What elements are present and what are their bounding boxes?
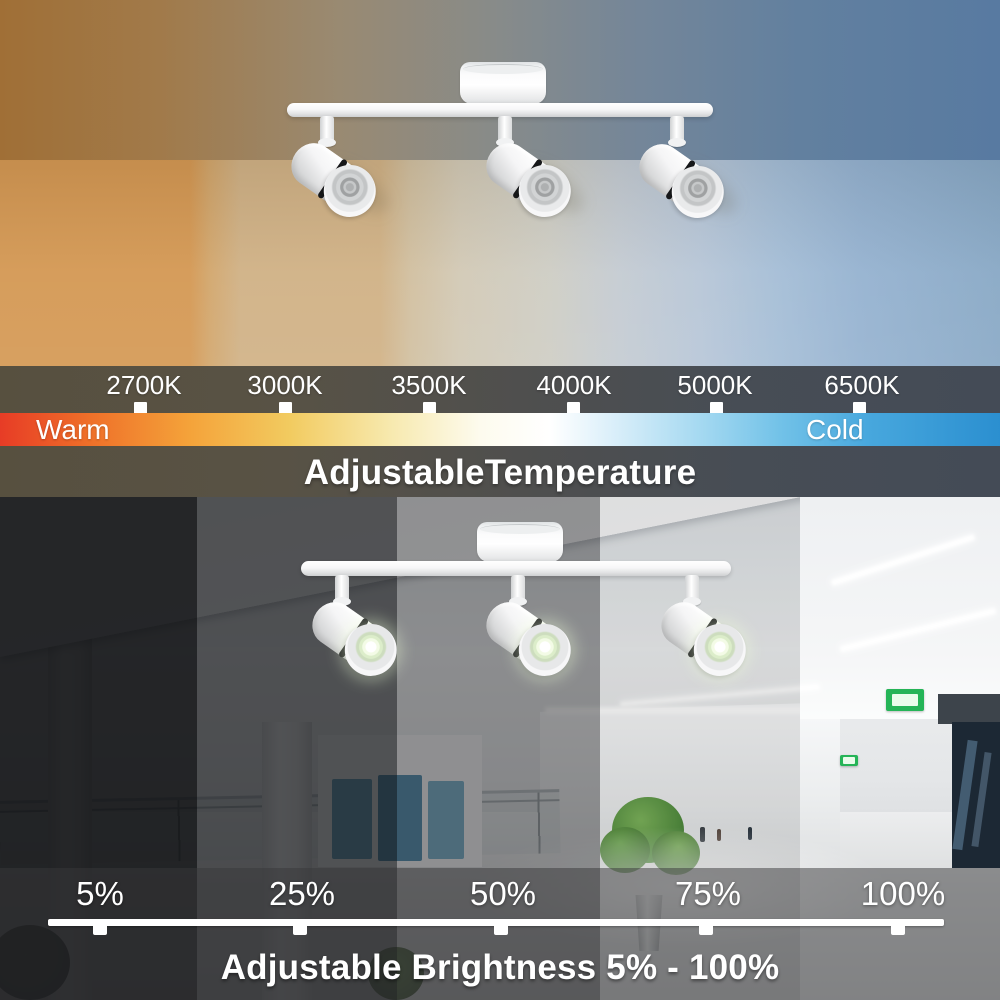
dark-ceiling-board: [938, 694, 1000, 724]
spotlight-head: [478, 594, 582, 687]
spotlight-barrel: [281, 132, 386, 228]
temp-tick-mark: [853, 402, 866, 414]
cold-label: Cold: [806, 414, 864, 445]
storefront-display: [428, 781, 464, 859]
mall-photo: [0, 497, 1000, 1000]
fixture-track-bar: [301, 561, 731, 576]
fixture-track-bar: [287, 103, 713, 117]
mall-ceiling-right: [800, 497, 1000, 719]
fixture-canopy: [477, 522, 563, 562]
spotlight-head: [283, 135, 387, 228]
temp-tick-label: 3500K: [391, 370, 467, 400]
corridor-ceiling-light: [545, 707, 835, 714]
exit-sign-icon: [840, 755, 858, 766]
temp-tick-mark: [567, 402, 580, 414]
temperature-title: AdjustableTemperature: [303, 453, 697, 492]
temp-tick-mark: [134, 402, 147, 414]
spotlight-barrel: [651, 591, 756, 687]
fixture-stem: [683, 575, 701, 606]
fixture-canopy: [460, 62, 546, 104]
brightness-title: Adjustable Brightness 5% - 100%: [220, 948, 780, 987]
brightness-tick-label: 25%: [268, 875, 336, 912]
temp-tick-label: 3000K: [247, 370, 323, 400]
brightness-scale-bar: [48, 919, 944, 926]
brightness-tick-mark: [494, 925, 508, 935]
brightness-tick-mark: [699, 925, 713, 935]
fixture-stem: [333, 575, 351, 606]
spotlight-head: [304, 594, 408, 687]
spotlight-barrel: [302, 591, 407, 687]
temp-tick-mark: [710, 402, 723, 414]
spotlight-head: [653, 594, 757, 687]
spotlight-barrel: [629, 133, 734, 229]
fixture-stem: [509, 575, 527, 606]
brightness-tick-label: 5%: [76, 875, 124, 912]
spotlight-barrel: [476, 132, 581, 228]
brightness-tick-label: 100%: [860, 875, 946, 912]
brightness-tick-mark: [93, 925, 107, 935]
warm-label: Warm: [36, 414, 110, 445]
temp-tick-label: 6500K: [824, 370, 900, 400]
temp-tick-mark: [279, 402, 292, 414]
brightness-tick-label: 75%: [674, 875, 742, 912]
temp-tick-mark: [423, 402, 436, 414]
brightness-tick-mark: [891, 925, 905, 935]
brightness-tick-label: 50%: [469, 875, 537, 912]
temp-tick-label: 2700K: [106, 370, 182, 400]
spotlight-head: [631, 136, 735, 229]
temperature-gradient-bar: [0, 413, 1000, 446]
dark-storefront: [952, 722, 1000, 868]
exit-sign-icon: [886, 689, 924, 711]
temp-tick-label: 5000K: [677, 370, 753, 400]
brightness-tick-mark: [293, 925, 307, 935]
temp-tick-label: 4000K: [536, 370, 612, 400]
spotlight-head: [478, 135, 582, 228]
spotlight-barrel: [476, 591, 581, 687]
